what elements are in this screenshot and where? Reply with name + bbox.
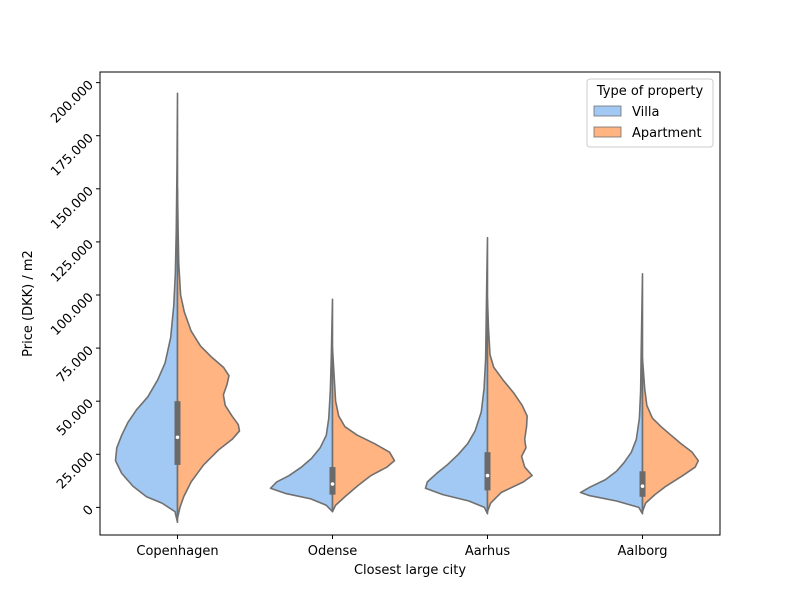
legend-entry-apartment: Apartment: [632, 126, 702, 141]
x-tick-label: Odense: [308, 544, 358, 559]
box-aarhus: [484, 452, 491, 491]
x-tick-label: Aarhus: [465, 544, 510, 559]
y-tick-label: 200.000: [48, 78, 97, 127]
x-tick-label: Copenhagen: [136, 544, 218, 559]
median-odense: [330, 482, 335, 486]
median-aarhus: [485, 473, 490, 478]
legend-entry-villa: Villa: [632, 105, 659, 120]
box-plots: [174, 401, 646, 497]
y-tick-label: 75.000: [54, 343, 97, 386]
violin-villa-aalborg: [579, 272, 644, 515]
legend-title: Type of property: [596, 84, 704, 99]
y-tick-label: 125.000: [48, 237, 97, 286]
violin-apartment-copenhagen: [176, 188, 241, 519]
plot-frame: [99, 71, 721, 536]
x-axis-label: Closest large city: [354, 563, 466, 578]
legend-swatch-apartment: [593, 126, 622, 138]
y-tick-label: 150.000: [48, 184, 97, 233]
violin-apartment-odense: [331, 347, 396, 513]
y-tick-label: 25.000: [54, 450, 97, 493]
legend-swatch-villa: [593, 105, 622, 117]
y-tick-label: 100.000: [48, 290, 97, 339]
y-tick-label: 0: [80, 503, 96, 519]
y-axis-label: Price (DKK) / m2: [21, 250, 36, 357]
violin-apartment-aarhus: [486, 298, 533, 513]
median-copenhagen: [175, 435, 180, 440]
violin-villa-copenhagen: [114, 92, 179, 524]
y-axis: 0 25.000 50.000 75.000100.000125.000150.000…: [48, 78, 100, 519]
x-tick-label: Aalborg: [617, 544, 667, 559]
violin-villa-aarhus: [424, 236, 489, 515]
y-tick-label: 50.000: [54, 396, 97, 439]
violin-apartment-aalborg: [641, 357, 700, 513]
median-aalborg: [640, 484, 645, 488]
violin-bodies: [114, 92, 700, 524]
box-aalborg: [639, 471, 646, 497]
legend: Type of property Villa Apartment: [586, 78, 714, 148]
box-copenhagen: [174, 401, 181, 465]
violin-villa-odense: [269, 298, 334, 513]
x-axis: Copenhagen Odense Aarhus Aalborg: [136, 535, 668, 559]
y-tick-label: 175.000: [48, 131, 97, 180]
box-odense: [329, 467, 336, 495]
